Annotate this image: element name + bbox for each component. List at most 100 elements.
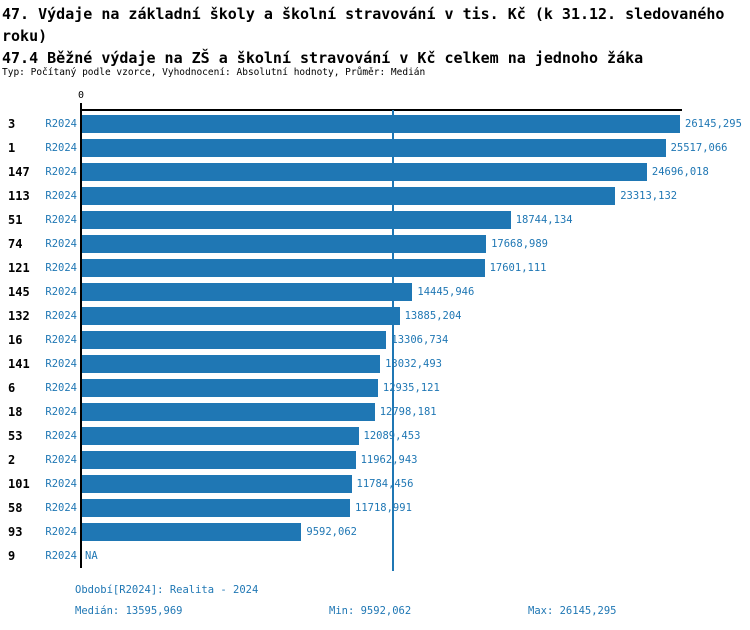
axis-zero-label: 0: [77, 90, 85, 101]
row-category-label: 2: [8, 453, 16, 467]
bar-value-label: 11962,943: [360, 454, 418, 466]
chart-meta-line: Typ: Počítaný podle vzorce, Vyhodnocení:…: [2, 67, 426, 78]
bar-value-label: 12935,121: [382, 382, 440, 394]
bar: [82, 523, 302, 541]
bar-value-label: 13306,734: [391, 334, 449, 346]
row-series-label: R2024: [45, 526, 77, 538]
row-category-label: 58: [8, 501, 23, 515]
chart-row: 6 R2024 12935,121: [0, 379, 750, 397]
indicator-title: 47.4 Běžné výdaje na ZŠ a školní stravov…: [2, 49, 644, 67]
row-series-label: R2024: [45, 502, 77, 514]
bar: [82, 427, 359, 445]
row-series-label: R2024: [45, 550, 77, 562]
row-category-label: 16: [8, 333, 23, 347]
stat-median: Medián: 13595,969: [75, 605, 183, 617]
bar-value-label: 11718,991: [355, 502, 412, 514]
legend-period: Období[R2024]: Realita - 2024: [75, 584, 259, 596]
row-series-label: R2024: [45, 478, 77, 490]
bar-value-label: 11784,456: [356, 478, 414, 490]
chart-row: 58 R2024 11718,991: [0, 499, 750, 517]
bar-value-label: 18744,134: [515, 214, 573, 226]
bar: [82, 235, 487, 253]
bar-value-label: 12089,453: [363, 430, 421, 442]
report-title: 47. Výdaje na základní školy a školní st…: [2, 5, 725, 45]
row-category-label: 74: [8, 237, 23, 251]
row-series-label: R2024: [45, 214, 77, 226]
stat-max: Max: 26145,295: [528, 605, 617, 617]
row-series-label: R2024: [45, 406, 77, 418]
bar: [82, 451, 356, 469]
bar: [82, 499, 350, 517]
row-category-label: 121: [8, 261, 30, 275]
chart-row: 113 R2024 23313,132: [0, 187, 750, 205]
row-category-label: 113: [8, 189, 30, 203]
chart-row: 3 R2024 26145,295: [0, 115, 750, 133]
bar: [82, 187, 616, 205]
bar-value-label: 26145,295: [685, 118, 742, 130]
chart-row: 53 R2024 12089,453: [0, 427, 750, 445]
row-series-label: R2024: [45, 454, 77, 466]
chart-row: 18 R2024 12798,181: [0, 403, 750, 421]
bar: [82, 379, 378, 397]
row-category-label: 3: [8, 117, 16, 131]
bar: [82, 259, 485, 277]
bar-value-label: 24696,018: [651, 166, 709, 178]
bar-value-label: 17601,111: [489, 262, 547, 274]
bar: [82, 139, 666, 157]
row-category-label: 101: [8, 477, 30, 491]
row-series-label: R2024: [45, 142, 77, 154]
bar-value-label: 13885,204: [404, 310, 462, 322]
row-series-label: R2024: [45, 166, 77, 178]
row-series-label: R2024: [45, 286, 77, 298]
chart-row: 147 R2024 24696,018: [0, 163, 750, 181]
row-category-label: 53: [8, 429, 23, 443]
report-titles: 47. Výdaje na základní školy a školní st…: [2, 3, 749, 69]
bar: [82, 355, 381, 373]
bar-value-label: 14445,946: [417, 286, 475, 298]
row-category-label: 141: [8, 357, 30, 371]
chart-row: 121 R2024 17601,111: [0, 259, 750, 277]
bar-value-label: 13032,493: [385, 358, 442, 370]
chart-row: 93 R2024 9592,062: [0, 523, 750, 541]
bar-value-label: NA: [85, 550, 98, 562]
bar-value-label: 25517,066: [670, 142, 728, 154]
row-series-label: R2024: [45, 262, 77, 274]
chart-row: 9 R2024 NA: [0, 547, 750, 565]
row-series-label: R2024: [45, 118, 77, 130]
bar: [82, 403, 375, 421]
row-category-label: 145: [8, 285, 30, 299]
bar-value-label: 17668,989: [491, 238, 548, 250]
row-series-label: R2024: [45, 382, 77, 394]
bar: [82, 307, 400, 325]
row-category-label: 1: [8, 141, 16, 155]
row-category-label: 147: [8, 165, 30, 179]
chart-row: 74 R2024 17668,989: [0, 235, 750, 253]
y-axis-line: [80, 103, 82, 568]
chart-row: 141 R2024 13032,493: [0, 355, 750, 373]
row-category-label: 51: [8, 213, 23, 227]
bar: [82, 331, 387, 349]
bar: [82, 475, 352, 493]
row-category-label: 132: [8, 309, 30, 323]
chart-row: 2 R2024 11962,943: [0, 451, 750, 469]
stat-min: Min: 9592,062: [329, 605, 412, 617]
row-series-label: R2024: [45, 334, 77, 346]
bar: [82, 115, 680, 133]
row-series-label: R2024: [45, 310, 77, 322]
row-category-label: 18: [8, 405, 23, 419]
row-series-label: R2024: [45, 358, 77, 370]
x-axis-line: [80, 109, 682, 111]
chart-row: 51 R2024 18744,134: [0, 211, 750, 229]
chart-row: 16 R2024 13306,734: [0, 331, 750, 349]
bar-value-label: 12798,181: [379, 406, 437, 418]
row-category-label: 93: [8, 525, 23, 539]
chart-row: 1 R2024 25517,066: [0, 139, 750, 157]
median-line: [392, 110, 394, 571]
bar: [82, 163, 647, 181]
chart-row: 132 R2024 13885,204: [0, 307, 750, 325]
row-category-label: 9: [8, 549, 16, 563]
bar: [82, 283, 413, 301]
chart-row: 101 R2024 11784,456: [0, 475, 750, 493]
bar: [82, 211, 511, 229]
